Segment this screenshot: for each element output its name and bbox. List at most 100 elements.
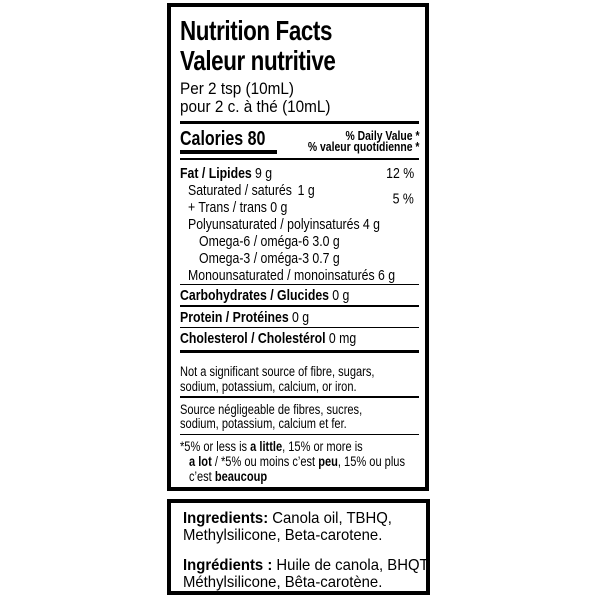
nutrient-label: Omega-6 / oméga-6 xyxy=(199,232,310,250)
not-significant-en: Not a significant source of fibre, sugar… xyxy=(180,364,419,395)
emphasized-text: beaucoup xyxy=(214,469,268,484)
nutrient-text: Saturated / saturés 1 g xyxy=(188,182,315,199)
nutrient-value: 0 g xyxy=(291,308,310,326)
nutrient-label: + Trans / trans xyxy=(188,198,267,216)
nutrient-text: Omega-6 / oméga-6 3.0 g xyxy=(199,233,340,250)
emphasized-text: peu xyxy=(318,454,338,469)
footnote-text: a lot / *5% ou moins c’est peu, 15% ou p… xyxy=(189,454,405,469)
calories-block: Calories 80 xyxy=(180,128,419,154)
ingredients-panel: Ingredients: Canola oil, TBHQ, Methylsili… xyxy=(167,499,431,595)
emphasized-text: Ingrédients : xyxy=(183,557,273,574)
section-divider xyxy=(180,283,419,285)
nutrient-text: Monounsaturated / monoinsaturés 6 g xyxy=(188,267,395,284)
nutrient-subrow: Saturated / saturés 1 g xyxy=(188,182,419,199)
footnote-divider xyxy=(180,433,419,435)
section-divider xyxy=(180,326,419,328)
text: / *5% ou moins c’est xyxy=(211,454,319,469)
ingredients-line: Ingredients: Canola oil, TBHQ, xyxy=(183,510,420,527)
text: , 15% or more is xyxy=(282,439,363,454)
nutrient-row: Omega-3 / oméga-3 0.7 g xyxy=(180,250,419,267)
nutrient-value: 0.7 g xyxy=(312,249,340,267)
footnote-text: c’est beaucoup xyxy=(189,469,267,484)
ingredients-text: Méthylsilicone, Bêta-carotène. xyxy=(183,574,382,591)
text: Canola oil, TBHQ, xyxy=(268,510,392,527)
nutrient-label: Carbohydrates / Glucides xyxy=(180,287,330,304)
emphasized-text: a little xyxy=(250,439,283,454)
nutrient-label: Protein / Protéines xyxy=(180,308,289,326)
daily-value-header-fr-text: % valeur quotidienne * xyxy=(307,138,419,154)
nutrient-text: Carbohydrates / Glucides 0 g xyxy=(180,287,349,304)
daily-value-header-en-text: % Daily Value * xyxy=(345,127,419,143)
calories-underline xyxy=(180,149,277,154)
nutrient-subrow: + Trans / trans 0 g xyxy=(188,199,419,216)
nutrient-row: Protein / Protéines 0 g xyxy=(180,307,419,327)
text: Huile de canola, BHQT, xyxy=(272,557,432,574)
daily-value-header: % Daily Value * % valeur quotidienne * xyxy=(280,127,419,154)
daily-value-footnote: *5% or less is a little, 15% or more is a… xyxy=(180,439,419,484)
serving-size-fr-text: pour 2 c. à thé (10mL) xyxy=(180,97,331,116)
nutrient-row: Monounsaturated / monoinsaturés 6 g xyxy=(180,267,419,284)
serving-size-en: Per 2 tsp (10mL) xyxy=(180,80,419,98)
nutrition-facts-label: Nutrition Facts Valeur nutritive Per 2 t… xyxy=(167,3,429,491)
nutrient-text: Fat / Lipides 9 g xyxy=(180,165,272,182)
nutrient-row: Fat / Lipides 9 g 12 % xyxy=(180,165,419,182)
serving-size-en-text: Per 2 tsp (10mL) xyxy=(180,79,294,98)
ingredients-text: Ingredients: Canola oil, TBHQ, xyxy=(183,510,392,527)
section-divider xyxy=(180,305,419,307)
serving-size-fr: pour 2 c. à thé (10mL) xyxy=(180,98,419,116)
daily-value-header-fr: % valeur quotidienne * xyxy=(280,138,419,154)
daily-value-percent: 12 % xyxy=(385,164,414,182)
ingredients-en: Ingredients: Canola oil, TBHQ, Methylsili… xyxy=(183,510,420,544)
nutrient-value: 0 g xyxy=(332,287,350,304)
ingredients-line: Ingrédients : Huile de canola, BHQT, xyxy=(183,557,431,574)
cholesterol-divider xyxy=(180,350,419,353)
footnote-line: *5% or less is a little, 15% or more is xyxy=(180,439,419,454)
nutrient-rows: Fat / Lipides 9 g 12 % Saturated / saturés 1… xyxy=(180,165,419,349)
statement-line: Not a significant source of fibre, sugar… xyxy=(180,364,419,380)
statement-text: sodium, potassium, calcium, or iron. xyxy=(180,378,357,394)
nutrient-label: Cholesterol / Cholestérol xyxy=(180,330,326,347)
nutrient-label: Fat / Lipides xyxy=(180,164,252,182)
daily-value-header-en: % Daily Value * xyxy=(280,127,419,143)
nutrient-label: Omega-3 / oméga-3 xyxy=(199,249,310,267)
nutrient-value: 9 g xyxy=(255,164,273,182)
label-title-fr-text: Valeur nutritive xyxy=(180,45,336,76)
nutrient-value: 3.0 g xyxy=(312,232,340,250)
statement-line: sodium, potassium, calcium et fer. xyxy=(180,416,419,432)
nutrient-text: Protein / Protéines 0 g xyxy=(180,309,309,326)
statement-text: sodium, potassium, calcium et fer. xyxy=(180,416,347,431)
statement-line: sodium, potassium, calcium, or iron. xyxy=(180,378,419,395)
text: Methylsilicone, Beta-carotene. xyxy=(183,527,383,544)
nutrient-row: Polyunsaturated / polyinsaturés 4 g xyxy=(180,216,419,233)
daily-value-percent: 5 % xyxy=(392,190,414,207)
text: Méthylsilicone, Bêta-carotène. xyxy=(183,574,383,591)
nutrient-value: 0 mg xyxy=(328,330,357,347)
not-significant-fr: Source négligeable de fibres, sucres, sod… xyxy=(180,402,419,432)
calories-value: Calories 80 xyxy=(180,127,266,150)
nutrient-row: Carbohydrates / Glucides 0 g xyxy=(180,285,419,305)
emphasized-text: Ingredients: xyxy=(183,510,269,527)
statement-line: Source négligeable de fibres, sucres, xyxy=(180,402,419,418)
footnote-line: c’est beaucoup xyxy=(180,469,419,484)
footnote-line: a lot / *5% ou moins c’est peu, 15% ou p… xyxy=(180,454,419,469)
emphasized-text: a lot xyxy=(189,454,212,469)
ingredients-text: Ingrédients : Huile de canola, BHQT, xyxy=(183,557,431,574)
nutrient-text: Polyunsaturated / polyinsaturés 4 g xyxy=(188,216,380,233)
header-divider xyxy=(180,158,419,160)
text: , 15% ou plus xyxy=(337,454,405,469)
label-title-fr: Valeur nutritive xyxy=(180,46,419,76)
text: *5% or less is xyxy=(180,439,251,454)
nutrient-row: Cholesterol / Cholestérol 0 mg xyxy=(180,328,419,348)
serving-divider xyxy=(180,121,419,124)
ingredients-line: Méthylsilicone, Bêta-carotène. xyxy=(183,574,420,591)
nutrient-text: Omega-3 / oméga-3 0.7 g xyxy=(199,250,340,267)
nutrient-label: Monounsaturated / monoinsaturés xyxy=(188,266,375,284)
nutrient-value: 4 g xyxy=(362,215,381,233)
ingredients-fr: Ingrédients : Huile de canola, BHQT, Méth… xyxy=(183,557,431,591)
nutrient-label: Polyunsaturated / polyinsaturés xyxy=(188,215,360,233)
label-title-en-text: Nutrition Facts xyxy=(180,15,333,46)
statement-text: Not a significant source of fibre, sugar… xyxy=(180,364,375,379)
label-title-en: Nutrition Facts xyxy=(180,16,419,46)
ingredients-line: Methylsilicone, Beta-carotene. xyxy=(183,527,420,544)
